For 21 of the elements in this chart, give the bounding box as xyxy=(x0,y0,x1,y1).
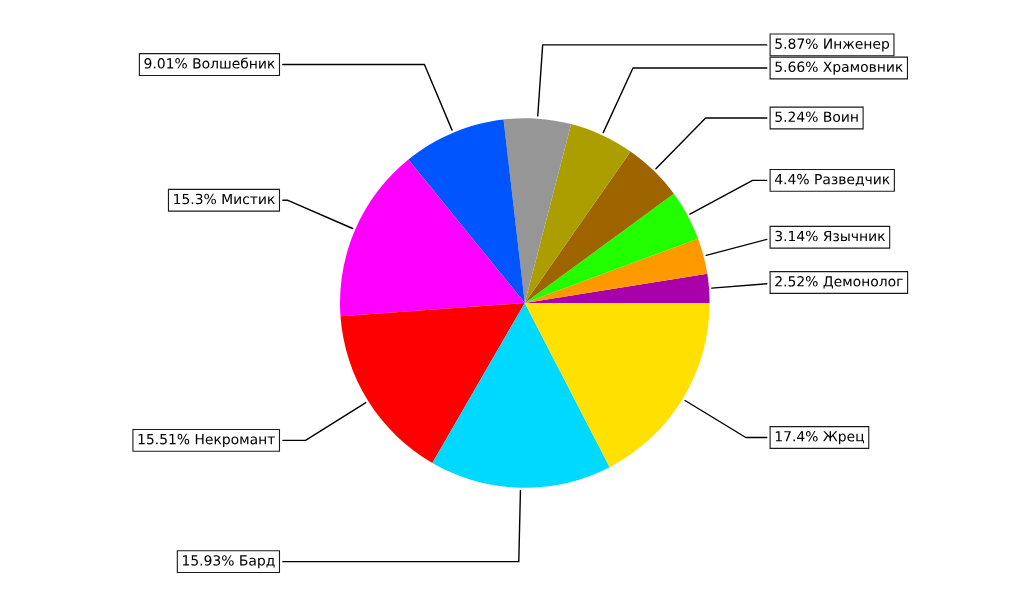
pie-slice xyxy=(340,159,525,317)
slice-label: 4.4% Разведчик xyxy=(774,173,890,187)
slice-label: 5.24% Воин xyxy=(775,111,858,122)
pie-slice xyxy=(524,124,631,303)
slice-label: 15.51% Некромант xyxy=(138,433,275,448)
slice-label: 2.52% Демонолог xyxy=(775,276,903,289)
pie-slice xyxy=(340,303,525,464)
pie-slice xyxy=(524,151,674,303)
slice-label: 5.66% Храмовник xyxy=(775,61,903,75)
slice-label: 15.93% Бард xyxy=(183,555,275,569)
pie-slice xyxy=(524,238,708,303)
slice-label: 3.14% Язычник xyxy=(775,230,886,242)
slice-label: 5.87% Инженер xyxy=(775,38,890,52)
pie-slice xyxy=(524,303,710,468)
pie-slice xyxy=(408,119,525,303)
pie-slice xyxy=(432,303,610,488)
slice-label: 17.4% Жрец xyxy=(775,431,864,445)
slice-label: 9.01% Волшебник xyxy=(144,57,275,69)
slice-label: 15.3% Мистик xyxy=(174,193,275,205)
pie-slice xyxy=(503,118,572,303)
pie-slice xyxy=(524,193,699,303)
